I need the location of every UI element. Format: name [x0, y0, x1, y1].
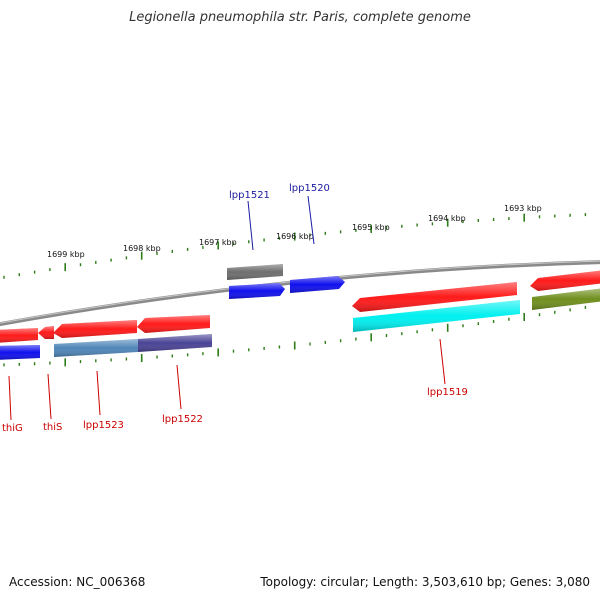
- callout-line-lpp1519: [439, 338, 446, 385]
- scale-label: 1693 kbp: [504, 204, 542, 213]
- scale-label: 1697 kbp: [199, 238, 237, 247]
- scale-label: 1694 kbp: [428, 214, 466, 223]
- gene-label-lpp1522[interactable]: lpp1522: [162, 414, 203, 425]
- genome-summary-text: Topology: circular; Length: 3,503,610 bp…: [260, 575, 590, 589]
- gene-feature-thiG[interactable]: [0, 328, 38, 343]
- gene-feature-cyan[interactable]: [353, 300, 520, 332]
- gene-label-thiG[interactable]: thiG: [2, 423, 23, 434]
- gene-feature-gray[interactable]: [227, 264, 283, 280]
- accession-text: Accession: NC_006368: [9, 575, 146, 589]
- scale-ticks-inner: [3, 305, 587, 367]
- gene-feature-lpp1522[interactable]: [137, 315, 210, 333]
- callout-line-lpp1520: [307, 195, 315, 245]
- gene-feature-steelblue[interactable]: [54, 339, 138, 357]
- gene-label-lpp1521[interactable]: lpp1521: [229, 190, 270, 201]
- gene-label-lpp1519[interactable]: lpp1519: [427, 387, 468, 398]
- gene-label-lpp1520[interactable]: lpp1520: [289, 183, 330, 194]
- scale-label: 1696 kbp: [276, 232, 314, 241]
- gene-feature-olive[interactable]: [532, 288, 600, 310]
- gene-label-thiS[interactable]: thiS: [43, 422, 62, 433]
- gene-feature-lpp1520[interactable]: [290, 276, 345, 293]
- gene-label-lpp1523[interactable]: lpp1523: [83, 420, 124, 431]
- scale-label: 1699 kbp: [47, 250, 85, 259]
- map-title: Legionella pneumophila str. Paris, compl…: [129, 10, 471, 25]
- scale-label: 1695 kbp: [352, 223, 390, 232]
- callout-line-lpp1522: [176, 364, 182, 410]
- scale-label: 1698 kbp: [123, 244, 161, 253]
- gene-feature-thiS[interactable]: [38, 326, 54, 339]
- gene-feature-red-right[interactable]: [530, 270, 600, 291]
- callout-line-thiS: [47, 373, 52, 420]
- callout-line-lpp1523: [96, 370, 101, 416]
- callout-line-lpp1521: [247, 200, 254, 251]
- scale-ticks-outer: [3, 213, 587, 279]
- gene-feature-lpp1521[interactable]: [229, 283, 285, 299]
- gene-feature-lpp1519[interactable]: [352, 282, 517, 312]
- callout-line-thiG: [8, 375, 12, 421]
- gene-feature-slateblue[interactable]: [138, 334, 212, 352]
- gene-feature-lpp1523[interactable]: [53, 320, 137, 338]
- gene-feature-blue-left[interactable]: [0, 345, 40, 360]
